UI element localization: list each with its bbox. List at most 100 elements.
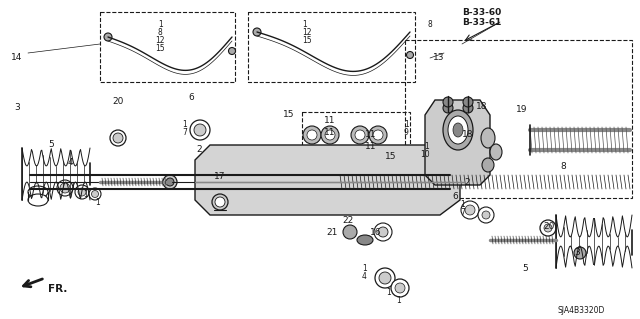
Text: B-33-60: B-33-60 [462,8,501,17]
Text: 10: 10 [420,150,429,159]
Polygon shape [425,100,490,185]
Text: 12: 12 [302,28,312,37]
Text: 8: 8 [560,162,566,171]
Text: FR.: FR. [48,284,67,294]
Ellipse shape [482,211,490,219]
Ellipse shape [574,247,586,259]
Ellipse shape [369,126,387,144]
Bar [100,12,235,82]
Ellipse shape [453,123,463,137]
Ellipse shape [57,180,73,196]
Bar [302,112,410,165]
Text: 21: 21 [326,228,337,237]
Ellipse shape [325,130,335,140]
Text: 15: 15 [385,152,397,161]
Ellipse shape [321,126,339,144]
Ellipse shape [215,197,225,207]
Ellipse shape [212,194,228,210]
Text: 6: 6 [188,93,194,102]
Ellipse shape [443,103,453,113]
Bar [248,12,415,82]
Ellipse shape [375,268,395,288]
Text: 18: 18 [462,130,474,139]
Ellipse shape [113,133,123,143]
Bar [405,40,632,198]
Ellipse shape [391,279,409,297]
Ellipse shape [463,97,473,107]
Text: 13: 13 [433,53,444,62]
Ellipse shape [28,194,48,206]
Ellipse shape [253,28,261,36]
Text: 8: 8 [158,28,163,37]
Ellipse shape [104,33,112,41]
Text: 2: 2 [464,178,470,187]
Ellipse shape [163,175,177,189]
Text: 5: 5 [48,140,54,149]
Ellipse shape [448,116,468,144]
Text: 11: 11 [365,142,376,151]
Text: 7: 7 [460,208,465,217]
Ellipse shape [194,124,206,136]
Ellipse shape [465,205,475,215]
Text: 22: 22 [342,216,353,225]
Ellipse shape [110,130,126,146]
Ellipse shape [78,188,86,196]
Text: 1: 1 [396,296,401,305]
Ellipse shape [166,178,174,186]
Ellipse shape [463,103,473,113]
Ellipse shape [395,283,405,293]
Ellipse shape [228,48,236,55]
Text: 1: 1 [386,288,391,297]
Text: 8: 8 [428,20,433,29]
Text: 20: 20 [543,222,554,231]
Ellipse shape [303,126,321,144]
Ellipse shape [378,227,388,237]
Text: 16: 16 [370,228,381,237]
Text: 1: 1 [182,120,187,129]
Ellipse shape [343,225,357,239]
Text: SJA4B3320D: SJA4B3320D [558,306,605,315]
Text: 20: 20 [112,97,124,106]
Ellipse shape [307,130,317,140]
Ellipse shape [490,144,502,160]
Text: 6: 6 [452,192,458,201]
Text: 1: 1 [404,120,409,129]
Ellipse shape [406,51,413,58]
Ellipse shape [443,97,453,107]
Ellipse shape [60,183,70,193]
Ellipse shape [190,120,210,140]
Ellipse shape [373,130,383,140]
Ellipse shape [89,188,101,200]
Text: 3: 3 [14,103,20,112]
Ellipse shape [28,186,48,198]
Ellipse shape [374,223,392,241]
Text: 5: 5 [522,264,528,273]
Text: 1: 1 [95,198,100,207]
Text: 1: 1 [460,200,465,209]
Ellipse shape [357,235,373,245]
Text: 17: 17 [214,172,225,181]
Polygon shape [195,145,460,215]
Text: 1: 1 [424,142,429,151]
Text: 2: 2 [196,145,202,154]
Text: 15: 15 [155,44,164,53]
Text: 1: 1 [362,264,367,273]
Text: 4: 4 [68,158,74,167]
Text: 3: 3 [574,248,580,257]
Text: 11: 11 [324,128,335,137]
Ellipse shape [92,190,99,197]
Text: 14: 14 [11,53,22,62]
Ellipse shape [351,126,369,144]
Text: 1: 1 [158,20,163,29]
Text: 9: 9 [404,128,409,137]
Ellipse shape [379,272,391,284]
Text: 11: 11 [365,130,376,139]
Text: 7: 7 [182,128,187,137]
Ellipse shape [481,128,495,148]
Text: 1: 1 [302,20,307,29]
Text: B-33-61: B-33-61 [462,18,501,27]
Text: 12: 12 [155,36,164,45]
Text: 4: 4 [362,272,367,281]
Text: 11: 11 [324,116,335,125]
Ellipse shape [478,207,494,223]
